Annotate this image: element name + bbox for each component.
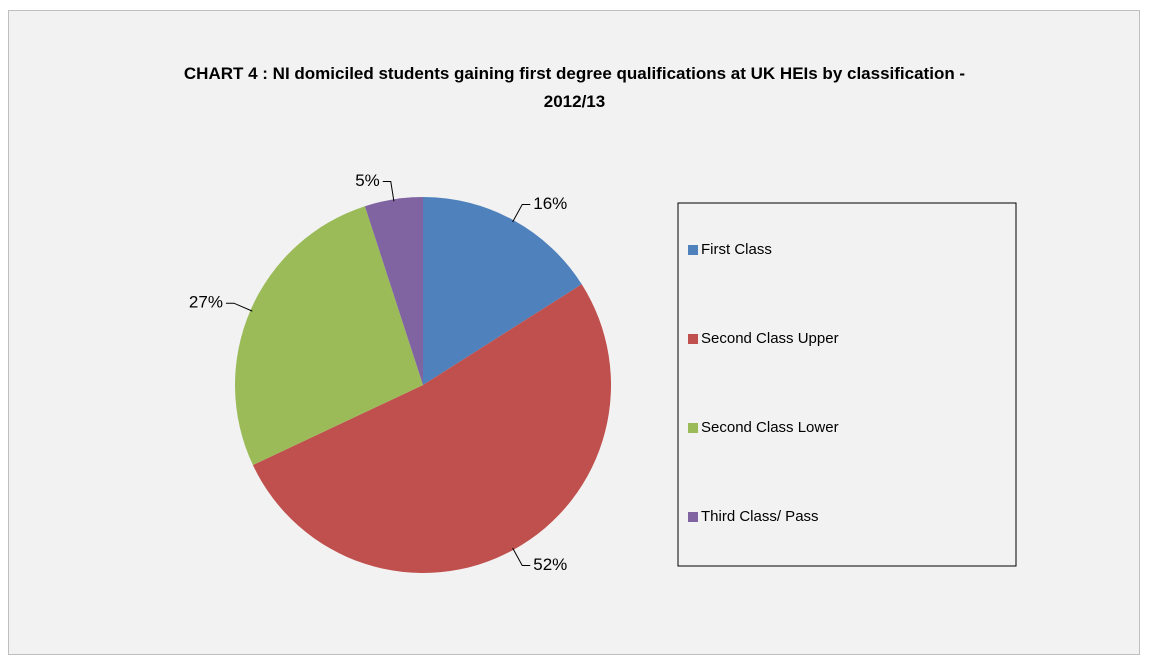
- leader-line: [225, 302, 253, 312]
- legend-swatch: [688, 245, 698, 255]
- pie-slice: [252, 284, 612, 574]
- legend-label: First Class: [701, 241, 772, 258]
- data-label: 27%: [189, 293, 223, 312]
- legend-swatch: [688, 423, 698, 433]
- leader-line: [512, 203, 531, 223]
- legend-label: Second Class Upper: [701, 330, 839, 347]
- legend-label: Second Class Lower: [701, 419, 839, 436]
- legend-box: [677, 202, 1017, 567]
- leader-line: [382, 181, 395, 202]
- data-label: 16%: [533, 194, 567, 213]
- chart-title-box: CHART 4 : NI domiciled students gaining …: [0, 60, 1149, 116]
- leader-line: [512, 547, 531, 567]
- pie-slice: [235, 206, 423, 466]
- legend-label: Third Class/ Pass: [701, 508, 819, 525]
- pie-slice: [423, 197, 582, 385]
- pie-slice: [364, 197, 423, 385]
- legend-swatch: [688, 512, 698, 522]
- data-label: 5%: [355, 171, 380, 190]
- legend-swatch: [688, 334, 698, 344]
- data-label: 52%: [533, 555, 567, 574]
- chart-title: CHART 4 : NI domiciled students gaining …: [183, 64, 966, 111]
